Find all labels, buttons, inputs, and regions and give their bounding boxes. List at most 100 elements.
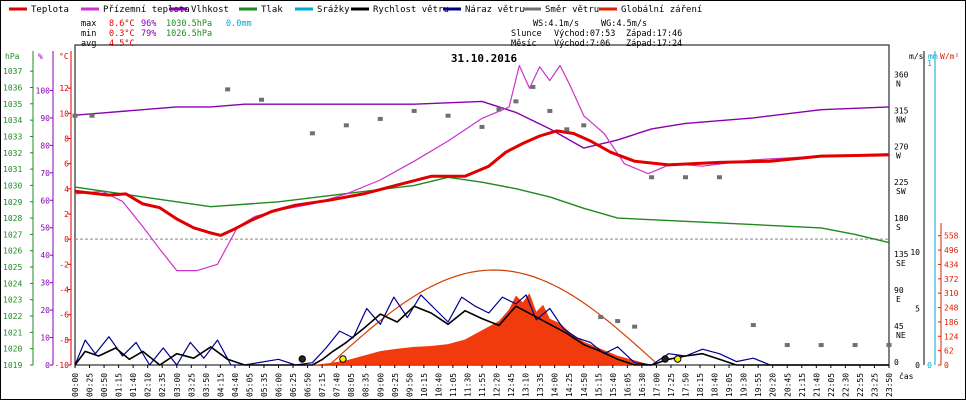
rad-tick: 186 bbox=[944, 318, 959, 327]
degc-tick: -8 bbox=[59, 336, 69, 345]
rad-tick: 124 bbox=[944, 332, 959, 341]
hpa-tick: 1023 bbox=[3, 296, 22, 305]
pct-tick: 0 bbox=[45, 361, 50, 370]
hpa-tick: 1024 bbox=[3, 279, 22, 288]
x-tick-label: 21:15 bbox=[798, 373, 807, 397]
x-tick-label: 03:00 bbox=[173, 373, 182, 397]
rad-tick: 248 bbox=[944, 304, 959, 313]
rad-tick: 558 bbox=[944, 232, 959, 241]
dir-label: NE bbox=[896, 331, 906, 340]
x-tick-label: 11:55 bbox=[478, 373, 487, 397]
degc-tick: -4 bbox=[59, 286, 69, 295]
moon-set: Západ:17:24 bbox=[626, 39, 682, 49]
pressure-line bbox=[74, 176, 890, 244]
sunrise-marker bbox=[339, 355, 347, 363]
x-tick-label: 17:00 bbox=[652, 373, 661, 397]
x-tick-label: 15:15 bbox=[594, 373, 603, 397]
x-tick-label: 21:40 bbox=[812, 373, 821, 397]
dir-tick: 135 bbox=[894, 250, 909, 259]
moonset-marker bbox=[661, 355, 669, 363]
wm2-unit: W/m² bbox=[940, 52, 959, 61]
dir-label: W bbox=[896, 151, 901, 160]
dir-tick: 180 bbox=[894, 214, 909, 223]
wind-dir-marker bbox=[784, 343, 790, 348]
pct-unit: % bbox=[38, 52, 43, 61]
wind-dir-marker bbox=[564, 127, 570, 132]
wind-dir-marker bbox=[547, 108, 553, 113]
moon-rise: Východ:7:06 bbox=[554, 39, 610, 49]
stat-value: 0.0mm bbox=[226, 19, 252, 29]
sun-label: Slunce bbox=[511, 29, 542, 39]
wind-dir-marker bbox=[259, 97, 265, 102]
chart-date-title: 31.10.2016 bbox=[451, 52, 518, 65]
x-tick-label: 06:25 bbox=[289, 373, 298, 397]
ms-unit: m/s bbox=[909, 52, 924, 61]
x-tick-label: 20:20 bbox=[769, 373, 778, 397]
x-tick-label: 18:40 bbox=[711, 373, 720, 397]
pct-tick: 30 bbox=[40, 279, 50, 288]
wind-speed-line bbox=[74, 305, 889, 366]
legend-label: Srážky bbox=[317, 5, 350, 15]
moonrise-marker bbox=[298, 355, 306, 363]
dir-label: S bbox=[896, 223, 901, 232]
dir-label: SE bbox=[896, 259, 906, 268]
hpa-tick: 1034 bbox=[3, 116, 22, 125]
hpa-tick: 1020 bbox=[3, 345, 22, 354]
stat-value: max bbox=[81, 19, 96, 29]
dir-label: E bbox=[896, 295, 901, 304]
stat-value: 79% bbox=[141, 29, 156, 39]
hpa-tick: 1032 bbox=[3, 149, 22, 158]
degc-tick: 0 bbox=[64, 235, 69, 244]
stat-value: 0.3°C bbox=[109, 29, 135, 39]
x-tick-label: 19:30 bbox=[740, 373, 749, 397]
degc-tick: -6 bbox=[59, 311, 69, 320]
wind-dir-marker bbox=[445, 113, 451, 118]
x-tick-label: 22:55 bbox=[856, 373, 865, 397]
hpa-tick: 1028 bbox=[3, 214, 22, 223]
wind-dir-marker bbox=[343, 123, 349, 128]
x-tick-label: 14:00 bbox=[551, 373, 560, 397]
x-tick-label: 08:35 bbox=[362, 373, 371, 397]
legend-label: Směr větru bbox=[545, 5, 599, 15]
rad-tick: 372 bbox=[944, 275, 959, 284]
x-tick-label: 16:30 bbox=[638, 373, 647, 397]
x-tick-label: 22:30 bbox=[841, 373, 850, 397]
wind-dir-marker bbox=[72, 113, 78, 118]
wind-dir-marker bbox=[530, 84, 536, 89]
hpa-tick: 1030 bbox=[3, 181, 22, 190]
hpa-tick: 1025 bbox=[3, 263, 22, 272]
rad-tick: 0 bbox=[944, 361, 949, 370]
rad-tick: 434 bbox=[944, 260, 959, 269]
x-tick-label: 19:55 bbox=[754, 373, 763, 397]
legend-label: Globální záření bbox=[621, 5, 702, 15]
x-tick-label: 09:00 bbox=[376, 373, 385, 397]
wind-dir-marker bbox=[615, 319, 621, 324]
hpa-tick: 1021 bbox=[3, 328, 22, 337]
wind-dir-marker bbox=[479, 124, 485, 129]
x-tick-label: 05:35 bbox=[260, 373, 269, 397]
pct-tick: 90 bbox=[40, 114, 50, 123]
degc-tick: 4 bbox=[64, 185, 69, 194]
ms-tick: 0 bbox=[915, 361, 920, 370]
dir-tick: 0 bbox=[894, 358, 899, 367]
pct-tick: 80 bbox=[40, 141, 50, 150]
time-unit-label: čas bbox=[899, 371, 914, 381]
x-tick-label: 23:25 bbox=[870, 373, 879, 397]
hpa-tick: 1027 bbox=[3, 230, 22, 239]
hpa-tick: 1036 bbox=[3, 83, 22, 92]
wind-dir-marker bbox=[852, 343, 858, 348]
rad-tick: 62 bbox=[944, 347, 954, 356]
ms-tick: 10 bbox=[910, 248, 920, 257]
x-tick-label: 11:05 bbox=[449, 373, 458, 397]
mm-tick: 1 bbox=[927, 59, 932, 68]
x-tick-label: 02:10 bbox=[144, 373, 153, 397]
hpa-tick: 1035 bbox=[3, 100, 22, 109]
legend-label: Tlak bbox=[261, 5, 283, 15]
wind-dir-marker bbox=[632, 324, 638, 329]
x-tick-label: 13:10 bbox=[522, 373, 531, 397]
ground-temp-line bbox=[74, 64, 890, 272]
x-tick-label: 20:45 bbox=[783, 373, 792, 397]
x-tick-label: 19:05 bbox=[725, 373, 734, 397]
wind-dir-marker bbox=[513, 99, 519, 104]
